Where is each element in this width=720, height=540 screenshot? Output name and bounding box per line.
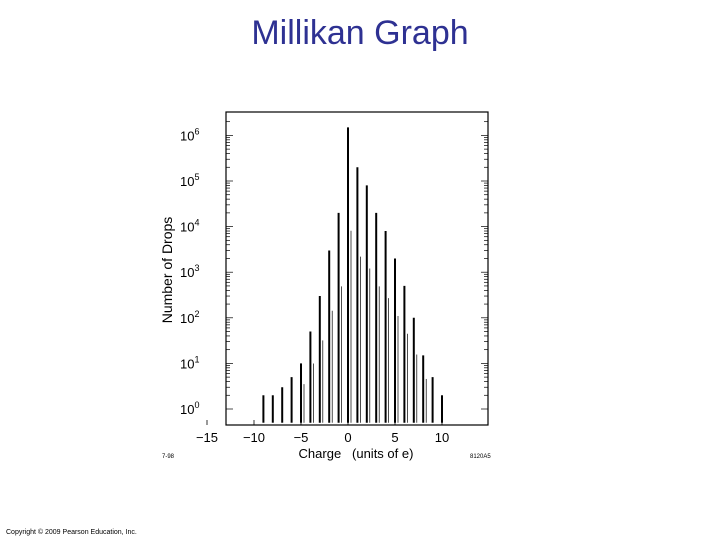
y-tick-labels: 100 101 102 103 104 105 106 bbox=[180, 126, 199, 417]
slide-title: Millikan Graph bbox=[251, 14, 469, 52]
x-tick-label: −5 bbox=[294, 430, 309, 445]
x-tick-label: 0 bbox=[344, 430, 351, 445]
x-axis-label: Charge (units of e) bbox=[299, 446, 414, 461]
x-tick-label: −15 bbox=[196, 430, 218, 445]
x-tick-labels: −15 −10 −5 0 5 10 bbox=[196, 420, 449, 445]
x-tick-label: 10 bbox=[435, 430, 449, 445]
plot-frame bbox=[225, 111, 489, 426]
figure-code-left: 7-98 bbox=[162, 454, 175, 460]
figure-code-right: 8120A5 bbox=[470, 454, 491, 460]
y-tick-label: 104 bbox=[180, 218, 199, 235]
y-tick-label: 106 bbox=[180, 126, 199, 143]
x-tick-label: 5 bbox=[391, 430, 398, 445]
y-tick-label: 105 bbox=[180, 172, 199, 189]
x-tick-label: −10 bbox=[243, 430, 265, 445]
y-tick-label: 101 bbox=[180, 354, 199, 371]
copyright-notice: Copyright © 2009 Pearson Education, Inc. bbox=[6, 529, 137, 536]
y-minor-ticks bbox=[226, 121, 488, 410]
y-tick-label: 100 bbox=[180, 400, 199, 417]
y-tick-label: 103 bbox=[180, 263, 199, 280]
y-tick-label: 102 bbox=[180, 309, 199, 326]
bars bbox=[262, 127, 443, 423]
y-axis-label: Number of Drops bbox=[159, 217, 175, 324]
